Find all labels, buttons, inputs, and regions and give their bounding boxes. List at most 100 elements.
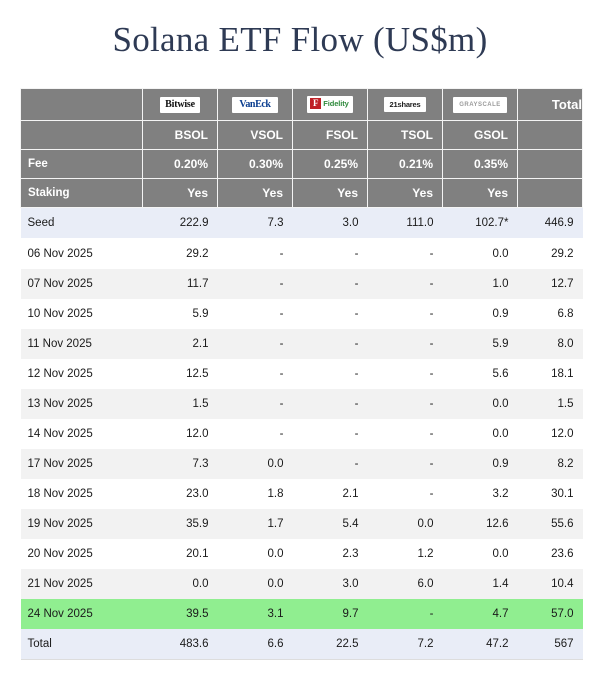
page-title: Solana ETF Flow (US$m) [112,20,488,59]
fund-logo-cell-tsol: 21shares [367,88,443,121]
cell-tsol: - [367,269,443,299]
fidelity-mark-icon: F [310,97,322,109]
row-label: 24 Nov 2025 [20,599,143,629]
fee-bsol: 0.20% [142,149,218,179]
cell-bsol: 29.2 [142,238,218,269]
cell-bsol: 11.7 [142,269,218,299]
row-label: Total [20,629,143,660]
table-row: 14 Nov 2025 12.0- - -0.0 12.0 [20,419,583,449]
cell-bsol: 35.9 [142,509,218,539]
staking-bsol: Yes [142,178,218,208]
cell-tsol: - [367,419,443,449]
cell-gsol: 0.0 [442,419,518,449]
table-row: 19 Nov 2025 35.9 1.7 5.4 0.0 12.6 55.6 [20,509,583,539]
cell-total: 12.0 [517,419,583,449]
table-row: 20 Nov 2025 20.1 0.0 2.3 1.2 0.0 23.6 [20,539,583,569]
cell-tsol: - [367,389,443,419]
staking-fsol: Yes [292,178,368,208]
table-row: 24 Nov 2025 39.5 3.1 9.7-4.7 57.0 [20,599,583,629]
cell-gsol: 0.0 [442,238,518,269]
table-row: Seed 222.9 7.3 3.0 111.0 102.7* 446.9 [20,207,583,239]
staking-gsol: Yes [442,178,518,208]
cell-bsol: 12.5 [142,359,218,389]
cell-fsol: 22.5 [292,629,368,660]
cell-bsol: 1.5 [142,389,218,419]
cell-fsol: - [292,419,368,449]
cell-tsol: - [367,359,443,389]
table-row: 10 Nov 2025 5.9- - -0.9 6.8 [20,299,583,329]
cell-vsol: 6.6 [217,629,293,660]
cell-tsol: 1.2 [367,539,443,569]
fee-tsol: 0.21% [367,149,443,179]
cell-bsol: 5.9 [142,299,218,329]
cell-bsol: 39.5 [142,599,218,629]
staking-row-label: Staking [20,178,143,208]
cell-vsol: - [217,419,293,449]
cell-gsol: 47.2 [442,629,518,660]
cell-fsol: 3.0 [292,569,368,599]
cell-tsol: 6.0 [367,569,443,599]
cell-gsol: 0.0 [442,539,518,569]
cell-gsol: 0.0 [442,389,518,419]
table-header-ticker-row: BSOL VSOL FSOL TSOL GSOL [20,120,583,150]
fidelity-logo: F Fidelity [307,95,353,114]
cell-vsol: 7.3 [217,207,293,239]
row-label: 17 Nov 2025 [20,449,143,479]
cell-total: 10.4 [517,569,583,599]
ticker-vsol: VSOL [217,120,293,150]
row-label: 12 Nov 2025 [20,359,143,389]
fund-logo-cell-fsol: F Fidelity [292,88,368,121]
fee-gsol: 0.35% [442,149,518,179]
cell-fsol: - [292,238,368,269]
cell-tsol: 111.0 [367,207,443,239]
cell-gsol: 102.7* [442,207,518,239]
table-row: 17 Nov 2025 7.3 0.0- -0.9 8.2 [20,449,583,479]
cell-fsol: 3.0 [292,207,368,239]
cell-bsol: 12.0 [142,419,218,449]
cell-gsol: 1.0 [442,269,518,299]
cell-total: 567 [517,629,583,660]
fund-logo-cell-gsol: GRAYSCALE [442,88,518,121]
cell-total: 55.6 [517,509,583,539]
cell-vsol: 3.1 [217,599,293,629]
ticker-tsol: TSOL [367,120,443,150]
table-header-fee-row: Fee 0.20% 0.30% 0.25% 0.21% 0.35% [20,149,583,179]
grayscale-logo: GRAYSCALE [453,96,507,113]
cell-total: 23.6 [517,539,583,569]
21shares-logo: 21shares [383,96,427,113]
vaneck-logo: VanEck [232,96,278,113]
cell-vsol: 0.0 [217,569,293,599]
cell-tsol: - [367,479,443,509]
cell-total: 57.0 [517,599,583,629]
cell-tsol: - [367,329,443,359]
etf-flow-table-container: Bitwise VanEck F Fidelity 21shares GRAYSC… [20,88,583,660]
cell-gsol: 5.6 [442,359,518,389]
cell-bsol: 222.9 [142,207,218,239]
cell-vsol: 1.7 [217,509,293,539]
row-label: 06 Nov 2025 [20,238,143,269]
table-row: 18 Nov 2025 23.0 1.8 2.1-3.2 30.1 [20,479,583,509]
row-label: 13 Nov 2025 [20,389,143,419]
cell-total: 1.5 [517,389,583,419]
cell-vsol: - [217,359,293,389]
cell-fsol: - [292,389,368,419]
cell-gsol: 5.9 [442,329,518,359]
cell-fsol: - [292,359,368,389]
cell-bsol: 2.1 [142,329,218,359]
fidelity-wordmark: Fidelity [323,98,349,108]
fund-logo-cell-vsol: VanEck [217,88,293,121]
row-label: 11 Nov 2025 [20,329,143,359]
cell-tsol: - [367,299,443,329]
row-label: 14 Nov 2025 [20,419,143,449]
cell-fsol: 2.3 [292,539,368,569]
cell-total: 446.9 [517,207,583,239]
cell-tsol: 7.2 [367,629,443,660]
cell-vsol: 1.8 [217,479,293,509]
fee-fsol: 0.25% [292,149,368,179]
ticker-total-blank [517,120,583,150]
row-label: 19 Nov 2025 [20,509,143,539]
cell-fsol: - [292,329,368,359]
header-blank-cell [20,88,143,121]
cell-fsol: - [292,299,368,329]
row-label: 10 Nov 2025 [20,299,143,329]
